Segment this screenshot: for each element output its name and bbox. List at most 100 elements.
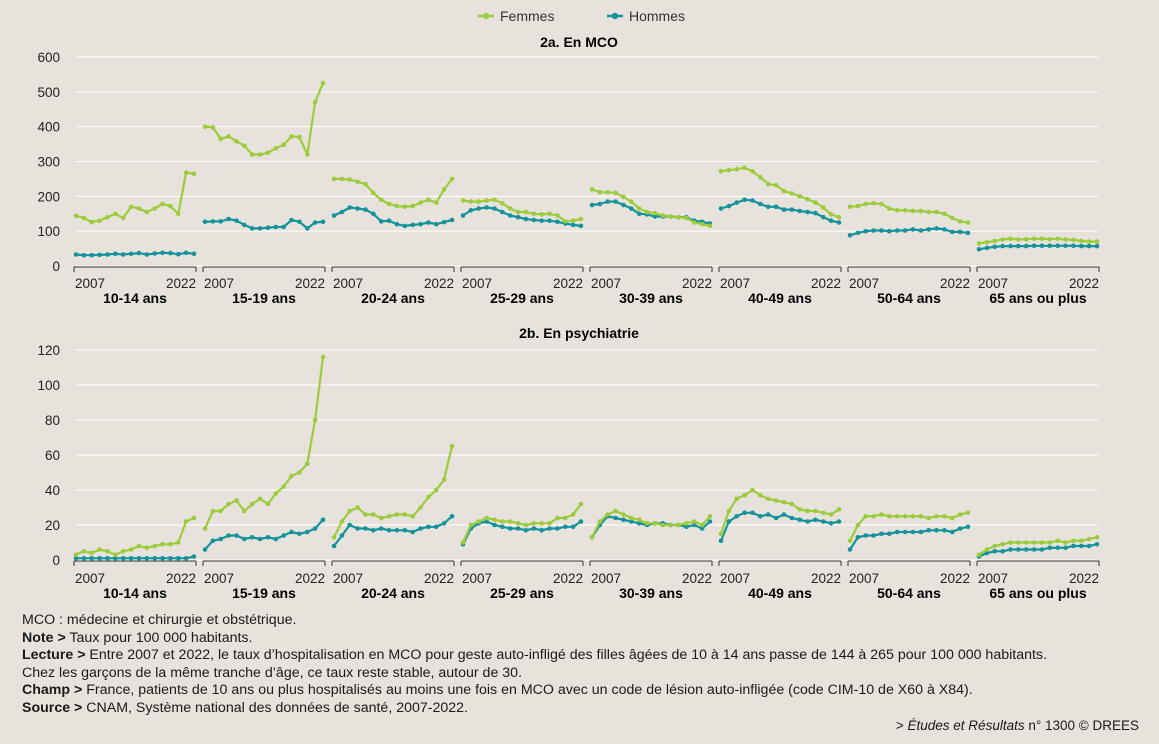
data-point-femmes-0-2-0 bbox=[331, 176, 337, 182]
data-point-femmes-1-7-4 bbox=[1008, 540, 1013, 545]
data-point-femmes-1-0-12 bbox=[168, 542, 173, 547]
series-line-hommes-1-1 bbox=[204, 519, 324, 551]
data-point-femmes-0-2-8 bbox=[394, 203, 400, 209]
data-point-hommes-1-0-1 bbox=[81, 556, 87, 561]
data-point-femmes-0-0-1 bbox=[81, 215, 87, 221]
data-point-hommes-0-4-6 bbox=[636, 211, 642, 217]
data-point-hommes-0-2-11 bbox=[418, 221, 423, 227]
data-point-hommes-0-3-15 bbox=[578, 223, 584, 229]
data-point-hommes-0-2-3 bbox=[355, 206, 360, 211]
data-point-hommes-1-7-3 bbox=[1000, 549, 1005, 554]
data-point-hommes-1-3-9 bbox=[531, 526, 537, 531]
data-point-femmes-0-1-10 bbox=[281, 142, 287, 148]
data-point-femmes-0-7-7 bbox=[1031, 236, 1037, 242]
data-point-femmes-1-1-3 bbox=[226, 501, 231, 507]
data-point-femmes-0-0-2 bbox=[89, 219, 94, 225]
y-tick-label-0-5: 500 bbox=[37, 85, 60, 100]
data-point-hommes-0-0-0 bbox=[73, 252, 79, 257]
data-point-femmes-1-0-11 bbox=[160, 542, 165, 547]
data-point-hommes-0-2-14 bbox=[441, 219, 447, 225]
series-line-hommes-1-7 bbox=[978, 543, 1098, 558]
data-point-femmes-0-7-15 bbox=[1094, 239, 1100, 244]
data-point-femmes-0-1-5 bbox=[242, 143, 247, 149]
data-point-hommes-1-7-7 bbox=[1031, 547, 1037, 552]
data-point-hommes-0-5-1 bbox=[726, 203, 732, 209]
data-point-femmes-0-6-6 bbox=[894, 208, 900, 213]
data-point-femmes-1-0-4 bbox=[105, 549, 110, 554]
data-point-femmes-1-3-13 bbox=[563, 515, 568, 521]
data-point-hommes-1-4-5 bbox=[629, 519, 634, 524]
data-point-femmes-1-3-15 bbox=[578, 501, 584, 507]
data-point-femmes-1-7-12 bbox=[1071, 538, 1076, 544]
data-point-femmes-1-4-2 bbox=[605, 512, 610, 517]
data-point-femmes-1-2-8 bbox=[394, 512, 400, 517]
data-point-femmes-0-4-6 bbox=[636, 206, 642, 211]
data-point-femmes-1-5-8 bbox=[781, 500, 787, 505]
data-point-hommes-1-3-10 bbox=[539, 528, 544, 533]
data-point-hommes-0-1-11 bbox=[289, 217, 294, 223]
data-point-femmes-0-5-2 bbox=[734, 166, 739, 172]
data-point-hommes-0-1-0 bbox=[202, 219, 208, 225]
data-point-hommes-1-1-5 bbox=[242, 536, 247, 542]
data-point-femmes-0-2-7 bbox=[386, 201, 392, 207]
data-point-hommes-1-6-12 bbox=[942, 528, 947, 533]
data-point-femmes-1-3-8 bbox=[523, 522, 529, 528]
data-point-femmes-0-6-2 bbox=[863, 201, 868, 207]
data-point-hommes-0-7-13 bbox=[1079, 243, 1084, 249]
series-line-hommes-0-1 bbox=[204, 217, 324, 230]
data-point-femmes-1-0-10 bbox=[152, 543, 157, 549]
data-point-hommes-1-5-7 bbox=[773, 515, 779, 521]
data-point-femmes-1-0-9 bbox=[144, 545, 150, 551]
x-tick-first-1-2: 2007 bbox=[333, 571, 363, 586]
note-mco: MCO : médecine et chirurgie et obstétriq… bbox=[22, 612, 297, 628]
series-line-hommes-0-3 bbox=[462, 206, 582, 227]
data-point-femmes-0-4-5 bbox=[629, 199, 634, 204]
data-point-hommes-0-0-4 bbox=[105, 252, 110, 257]
data-point-femmes-1-6-3 bbox=[871, 514, 876, 519]
data-point-femmes-1-0-7 bbox=[128, 547, 134, 552]
y-tick-label-0-4: 400 bbox=[37, 120, 60, 135]
data-point-hommes-0-5-14 bbox=[828, 218, 834, 223]
data-point-femmes-1-0-1 bbox=[81, 549, 87, 554]
data-point-hommes-0-0-9 bbox=[144, 252, 150, 257]
x-tick-first-0-4: 2007 bbox=[591, 276, 621, 291]
data-point-femmes-0-1-6 bbox=[249, 152, 255, 157]
series-line-hommes-1-3 bbox=[462, 520, 582, 545]
data-point-hommes-1-1-13 bbox=[305, 529, 310, 535]
data-point-femmes-0-6-15 bbox=[965, 220, 971, 225]
data-point-femmes-1-5-13 bbox=[821, 510, 826, 516]
data-point-hommes-1-5-1 bbox=[726, 519, 732, 524]
data-point-femmes-0-3-9 bbox=[531, 211, 537, 217]
note-source: Source > CNAM, Système national des donn… bbox=[22, 699, 468, 716]
x-tick-first-0-3: 2007 bbox=[462, 276, 492, 291]
data-point-femmes-1-4-6 bbox=[636, 517, 642, 523]
data-point-hommes-0-1-14 bbox=[312, 220, 318, 225]
data-point-hommes-1-1-10 bbox=[281, 533, 287, 538]
data-point-hommes-0-2-13 bbox=[434, 221, 439, 227]
x-tick-first-0-6: 2007 bbox=[849, 276, 879, 291]
data-point-femmes-1-2-13 bbox=[434, 487, 439, 493]
data-point-hommes-0-2-10 bbox=[410, 222, 416, 228]
data-point-hommes-1-6-14 bbox=[957, 526, 963, 531]
data-point-femmes-0-2-15 bbox=[449, 176, 455, 182]
series-line-femmes-0-0 bbox=[75, 171, 195, 224]
data-point-femmes-0-2-1 bbox=[339, 176, 345, 182]
data-point-hommes-0-2-2 bbox=[347, 205, 353, 210]
data-point-hommes-0-6-2 bbox=[863, 228, 868, 234]
series-line-femmes-0-6 bbox=[849, 202, 969, 224]
data-point-femmes-0-5-6 bbox=[765, 181, 771, 187]
data-point-femmes-0-6-8 bbox=[910, 208, 916, 214]
data-point-hommes-0-2-4 bbox=[363, 207, 368, 212]
data-point-hommes-0-3-0 bbox=[460, 213, 466, 218]
data-point-hommes-1-2-8 bbox=[394, 528, 400, 533]
data-point-femmes-0-3-12 bbox=[555, 213, 560, 218]
data-point-hommes-1-2-6 bbox=[378, 526, 384, 531]
data-point-femmes-0-4-10 bbox=[668, 214, 673, 219]
series-line-hommes-1-2 bbox=[333, 515, 453, 547]
data-point-hommes-0-3-1 bbox=[468, 208, 474, 213]
data-point-femmes-1-7-14 bbox=[1086, 536, 1092, 542]
data-point-femmes-0-3-14 bbox=[570, 218, 576, 223]
data-point-hommes-1-3-15 bbox=[578, 519, 584, 524]
data-point-hommes-0-4-4 bbox=[621, 202, 626, 208]
data-point-femmes-0-3-2 bbox=[476, 199, 482, 204]
